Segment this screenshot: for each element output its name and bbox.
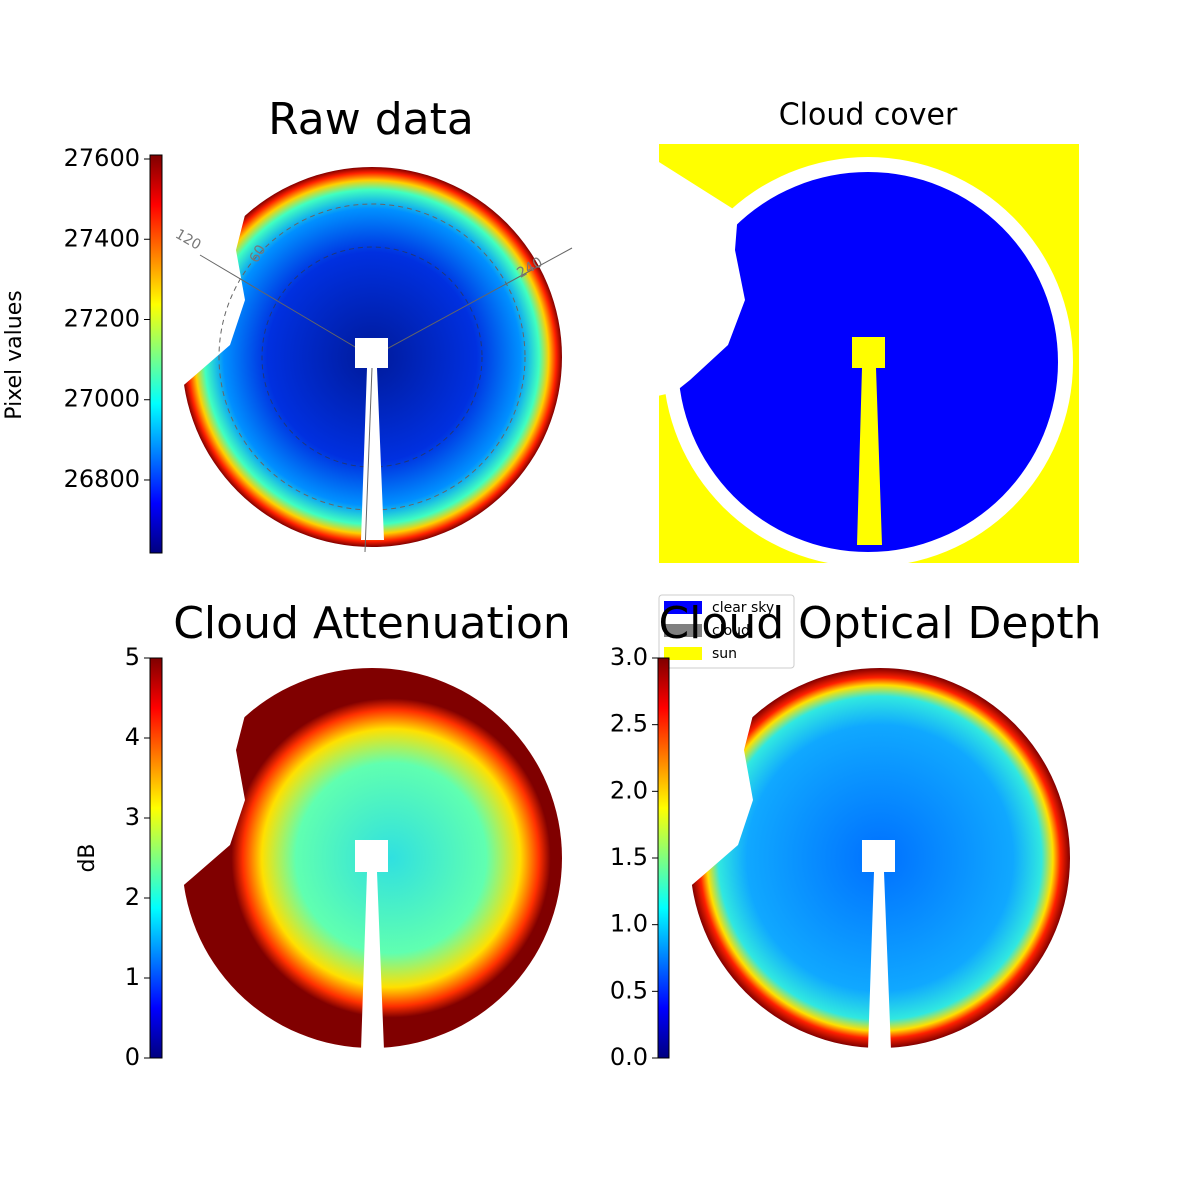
legend-label: sun	[712, 646, 737, 662]
colorbar-tick-label: 2	[125, 883, 140, 911]
legend-label: cloud	[712, 623, 750, 639]
colorbar	[149, 657, 163, 1059]
legend-label: clear sky	[712, 600, 774, 616]
colorbar	[657, 657, 670, 1059]
colorbar-label: dB	[75, 843, 100, 872]
colorbar-tick-label: 27400	[64, 224, 140, 252]
colorbar-tick-label: 4	[125, 723, 140, 751]
colorbar-tick-label: 0.5	[610, 976, 648, 1004]
cloud-cover-image	[640, 144, 1079, 567]
panel-title: Cloud cover	[779, 98, 958, 133]
colorbar-tick-label: 27200	[64, 304, 140, 332]
sky-image	[150, 150, 573, 553]
panel-title: Cloud Attenuation	[173, 598, 571, 649]
sky-image	[660, 650, 1070, 1050]
legend-swatch	[664, 624, 702, 637]
colorbar-tick-label: 27600	[64, 144, 140, 172]
colorbar-tick-label: 26800	[64, 465, 140, 493]
colorbar-tick-label: 1.0	[610, 910, 648, 938]
colorbar-tick-label: 0	[125, 1043, 140, 1071]
colorbar-tick-label: 1	[125, 963, 140, 991]
sky-image	[150, 650, 562, 1050]
colorbar-tick-label: 5	[125, 643, 140, 671]
panel-title: Cloud Optical Depth	[658, 598, 1101, 649]
panel-title: Raw data	[268, 94, 474, 145]
colorbar-tick-label: 27000	[64, 385, 140, 413]
colorbar-tick-label: 2.0	[610, 776, 648, 804]
colorbar-label: Pixel values	[2, 290, 27, 419]
legend-swatch	[664, 601, 702, 614]
colorbar-tick-label: 3	[125, 803, 140, 831]
colorbar-tick-label: 0.0	[610, 1043, 648, 1071]
legend-swatch	[664, 647, 702, 660]
colorbar	[149, 154, 163, 554]
colorbar-tick-label: 1.5	[610, 843, 648, 871]
colorbar-tick-label: 3.0	[610, 643, 648, 671]
colorbar-tick-label: 2.5	[610, 710, 648, 738]
polar-label: 60	[247, 242, 270, 265]
